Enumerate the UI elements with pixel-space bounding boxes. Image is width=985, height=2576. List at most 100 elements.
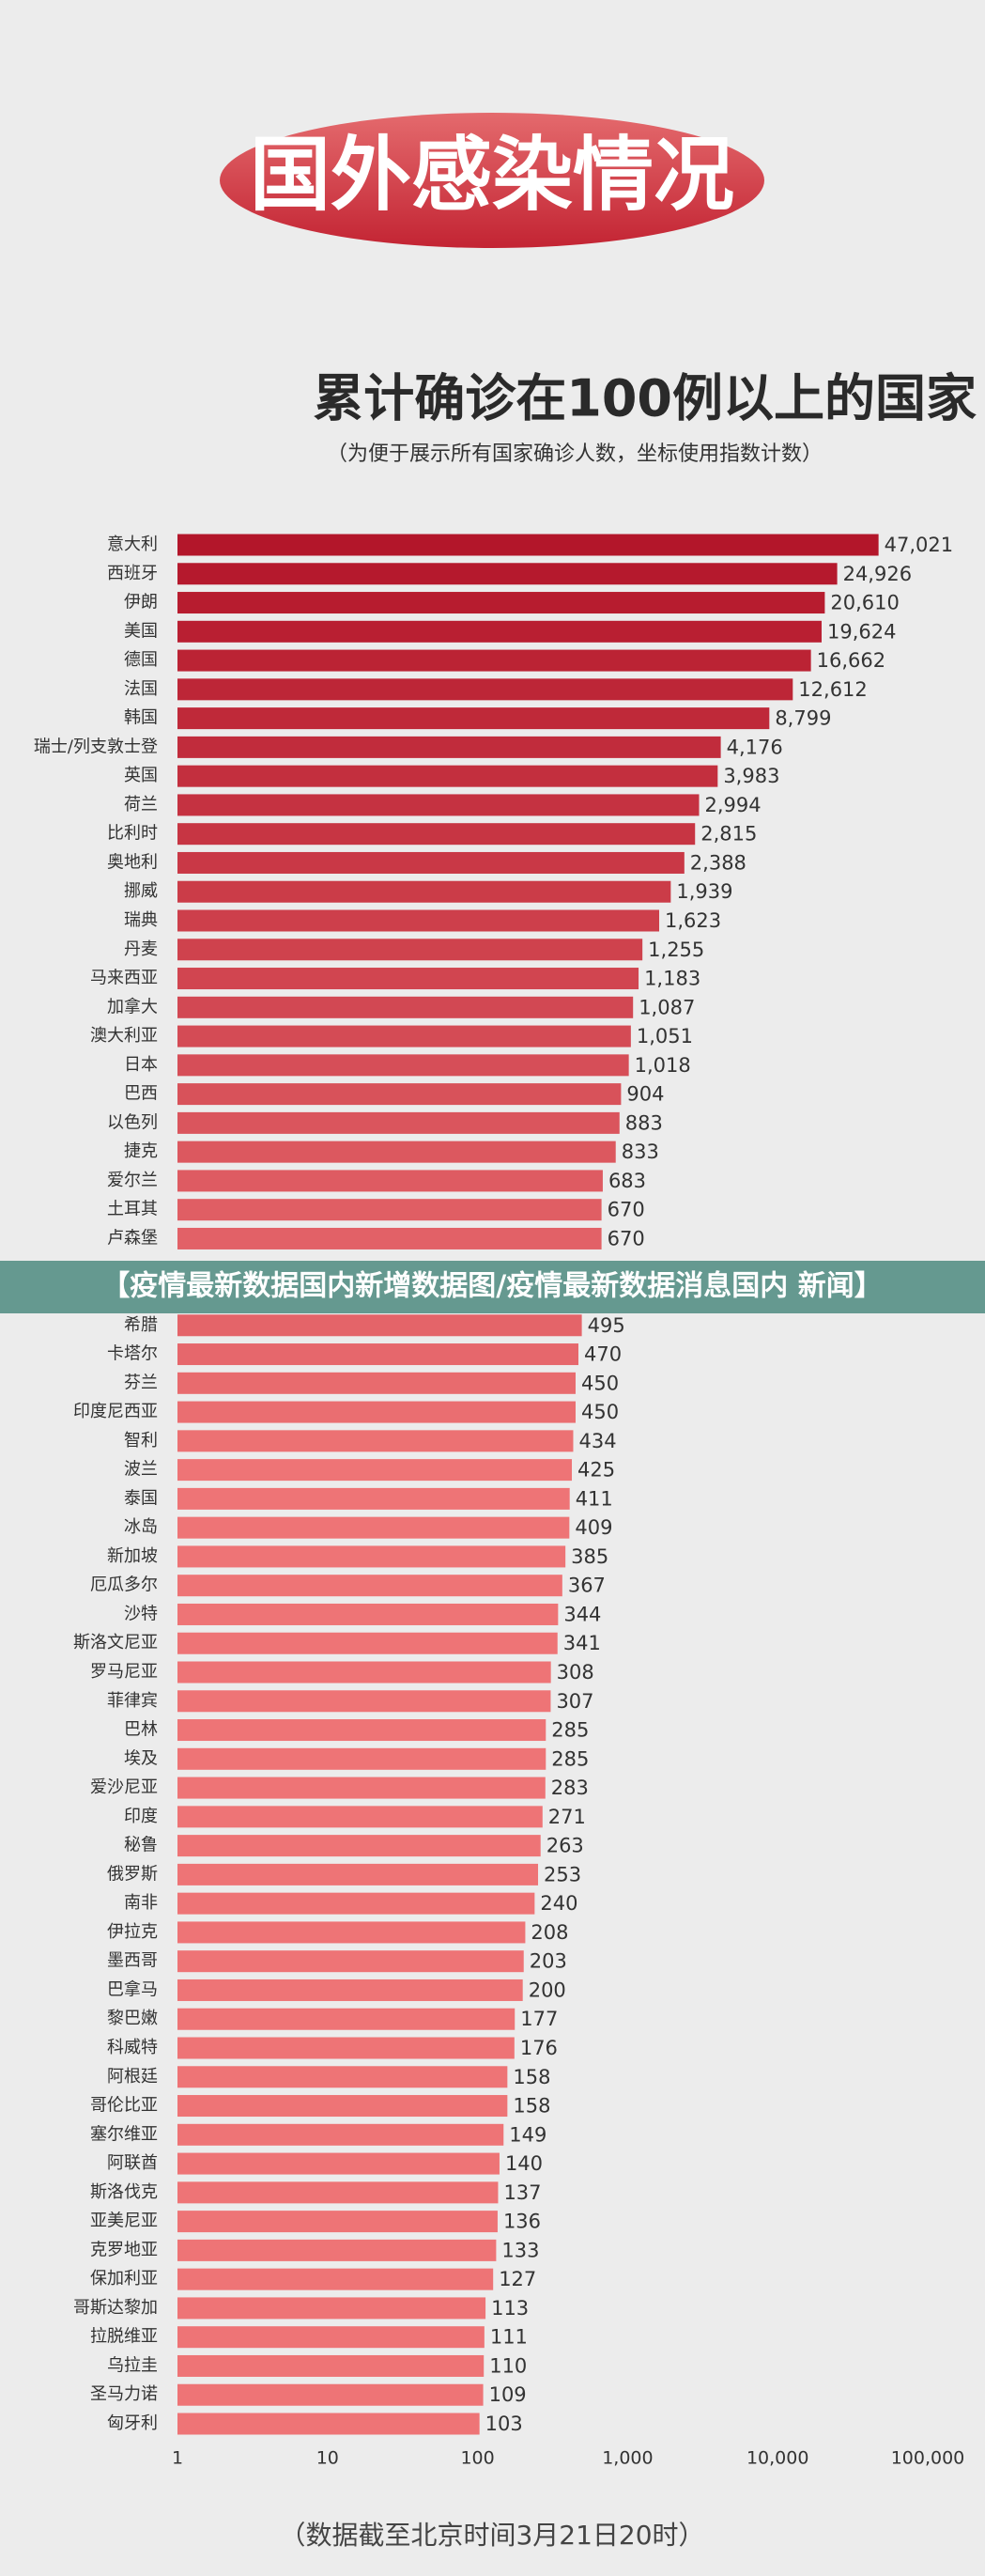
- y-tick-label: 圣马力诺: [90, 2384, 158, 2404]
- y-tick-label: 西班牙: [107, 564, 158, 583]
- bar: [177, 1111, 620, 1134]
- y-tick-label: 拉脱维亚: [90, 2327, 158, 2347]
- value-label: 385: [571, 1545, 608, 1568]
- value-label: 176: [520, 2037, 558, 2059]
- bar: [177, 1719, 546, 1742]
- value-label: 140: [505, 2152, 543, 2175]
- value-label: 833: [622, 1141, 659, 1163]
- y-tick-label: 爱沙尼亚: [90, 1777, 158, 1797]
- bar: [177, 2152, 500, 2175]
- bar: [177, 2383, 484, 2406]
- y-tick-label: 亚美尼亚: [90, 2211, 158, 2231]
- bar: [177, 1516, 570, 1539]
- y-tick-label: 阿根廷: [107, 2067, 158, 2087]
- value-label: 367: [568, 1575, 606, 1597]
- y-tick-label: 加拿大: [107, 996, 158, 1016]
- bar: [177, 1979, 523, 2001]
- value-label: 341: [563, 1632, 601, 1654]
- value-label: 450: [581, 1401, 619, 1423]
- bar: [177, 2095, 508, 2118]
- value-label: 111: [490, 2326, 528, 2349]
- value-label: 47,021: [885, 534, 953, 556]
- x-tick-label: 100: [460, 2448, 494, 2469]
- y-tick-label: 荷兰: [124, 795, 158, 815]
- y-tick-label: 南非: [124, 1893, 158, 1913]
- y-tick-label: 斯洛伐克: [90, 2182, 158, 2202]
- value-label: 16,662: [817, 649, 885, 672]
- bar: [177, 707, 770, 730]
- value-label: 137: [503, 2181, 541, 2204]
- value-label: 19,624: [827, 620, 896, 643]
- value-label: 240: [540, 1892, 577, 1915]
- value-label: 133: [501, 2239, 539, 2261]
- banner-group: 【疫情最新数据国内新增数据图/疫情最新数据消息国内 新闻】: [0, 1261, 985, 1313]
- y-tick-label: 哥伦比亚: [90, 2096, 158, 2116]
- footer: （数据截至北京时间3月21日20时）: [279, 2520, 704, 2551]
- x-tick-label: 10: [316, 2448, 339, 2469]
- y-tick-label: 德国: [124, 650, 158, 670]
- y-tick-label: 美国: [124, 621, 158, 641]
- value-label: 434: [578, 1430, 616, 1452]
- value-label: 127: [499, 2268, 536, 2290]
- x-tick-label: 10,000: [746, 2448, 808, 2469]
- value-label: 450: [581, 1372, 619, 1394]
- y-tick-label: 印度尼西亚: [73, 1402, 158, 1421]
- y-tick-label: 俄罗斯: [107, 1864, 158, 1884]
- y-tick-label: 波兰: [124, 1460, 158, 1480]
- value-label: 2,388: [690, 851, 746, 874]
- bar: [177, 1314, 582, 1337]
- value-label: 203: [530, 1950, 567, 1973]
- y-tick-label: 智利: [124, 1431, 158, 1451]
- bar: [177, 968, 639, 990]
- value-label: 1,051: [637, 1025, 693, 1047]
- value-label: 253: [544, 1863, 581, 1885]
- y-tick-label: 丹麦: [124, 939, 158, 959]
- bar: [177, 2354, 485, 2377]
- bar: [177, 765, 718, 787]
- bar: [177, 2239, 497, 2261]
- chart-subtitle: （为便于展示所有国家确诊人数，坐标使用指数计数）: [327, 442, 823, 466]
- value-label: 113: [491, 2297, 529, 2320]
- y-tick-label: 新加坡: [107, 1546, 158, 1566]
- y-tick-label: 巴拿马: [107, 1979, 158, 1999]
- value-label: 263: [546, 1835, 584, 1857]
- bar: [177, 1575, 562, 1597]
- y-tick-label: 保加利亚: [90, 2269, 158, 2289]
- value-label: 307: [556, 1690, 593, 1713]
- bar: [177, 2413, 480, 2435]
- y-tick-label: 乌拉圭: [107, 2355, 158, 2375]
- x-tick-label: 1,000: [602, 2448, 653, 2469]
- bar: [177, 1401, 576, 1423]
- y-tick-label: 墨西哥: [107, 1951, 158, 1971]
- bar: [177, 2008, 516, 2030]
- bar: [177, 1921, 526, 1944]
- value-label: 1,183: [644, 968, 700, 990]
- x-tick-label: 1: [172, 2448, 183, 2469]
- y-tick-label: 比利时: [107, 824, 158, 844]
- y-tick-label: 科威特: [107, 2038, 158, 2057]
- value-label: 883: [625, 1111, 663, 1134]
- bar: [177, 996, 634, 1018]
- bar: [177, 1690, 551, 1713]
- chart-title: 累计确诊在100例以上的国家: [313, 369, 977, 428]
- bar: [177, 909, 660, 932]
- y-tick-label: 黎巴嫩: [107, 2009, 158, 2028]
- value-label: 409: [575, 1516, 612, 1539]
- bar: [177, 1170, 603, 1192]
- y-tick-label: 韩国: [124, 708, 158, 728]
- y-tick-label: 芬兰: [124, 1373, 158, 1392]
- value-label: 2,815: [700, 823, 757, 846]
- value-label: 1,087: [639, 996, 695, 1018]
- y-tick-label: 冰岛: [124, 1517, 158, 1537]
- bar: [177, 1603, 559, 1625]
- header-badge: [220, 113, 764, 248]
- value-label: 109: [489, 2383, 527, 2406]
- value-label: 670: [608, 1199, 645, 1221]
- y-tick-label: 埃及: [124, 1748, 158, 1768]
- y-tick-label: 以色列: [107, 1112, 158, 1132]
- bar: [177, 1459, 573, 1482]
- y-tick-label: 克罗地亚: [90, 2240, 158, 2259]
- y-tick-label: 卡塔尔: [107, 1344, 158, 1364]
- y-tick-label: 伊拉克: [107, 1922, 158, 1942]
